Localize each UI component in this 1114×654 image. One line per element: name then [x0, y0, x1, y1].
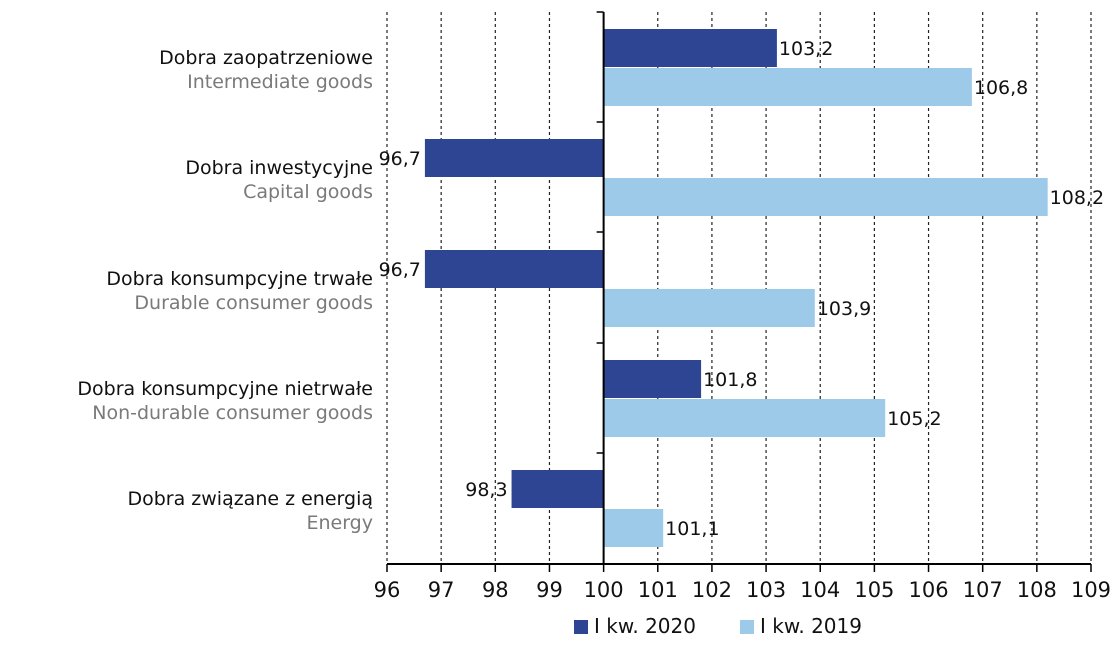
data-label: 96,7: [379, 259, 421, 281]
legend-swatch: [740, 620, 754, 634]
bar-2019: [603, 399, 886, 437]
x-tick-label: 109: [1071, 578, 1111, 602]
x-tick-label: 105: [854, 578, 894, 602]
bar-2019: [603, 68, 972, 106]
data-label: 103,2: [779, 38, 833, 60]
data-label: 105,2: [887, 408, 941, 430]
x-tick-label: 108: [1017, 578, 1057, 602]
x-tick-label: 96: [374, 578, 401, 602]
data-label: 103,9: [817, 298, 871, 320]
category-label-pl: Dobra związane z energią: [127, 488, 373, 510]
bar-2020: [603, 360, 702, 398]
category-label-en: Energy: [306, 512, 373, 534]
x-tick-label: 102: [692, 578, 732, 602]
bar-2020: [424, 250, 604, 288]
data-label: 101,1: [665, 518, 719, 540]
bar-2020: [511, 470, 604, 508]
bar-2019: [603, 509, 664, 547]
category-label-en: Durable consumer goods: [134, 292, 373, 314]
x-tick-label: 101: [638, 578, 678, 602]
x-tick-label: 104: [800, 578, 840, 602]
data-label: 108,2: [1050, 187, 1104, 209]
x-tick-label: 98: [482, 578, 509, 602]
category-label-pl: Dobra konsumpcyjne nietrwałe: [77, 378, 373, 400]
data-label: 106,8: [974, 77, 1028, 99]
x-tick-label: 107: [963, 578, 1003, 602]
x-tick-label: 100: [584, 578, 624, 602]
data-label: 101,8: [703, 369, 757, 391]
category-label-en: Intermediate goods: [187, 71, 373, 93]
x-tick-label: 99: [536, 578, 563, 602]
bar-2020: [424, 139, 604, 177]
x-tick-label: 106: [908, 578, 948, 602]
legend-swatch: [574, 620, 588, 634]
data-label: 98,3: [465, 479, 507, 501]
x-tick-label: 103: [746, 578, 786, 602]
legend-label: I kw. 2019: [760, 614, 862, 638]
category-label-en: Capital goods: [243, 181, 373, 203]
bar-2019: [603, 178, 1048, 216]
category-label-pl: Dobra inwestycyjne: [185, 157, 373, 179]
category-label-en: Non-durable consumer goods: [92, 402, 373, 424]
bar-2019: [603, 289, 815, 327]
bar-2020: [603, 29, 777, 67]
category-label-pl: Dobra konsumpcyjne trwałe: [106, 268, 373, 290]
legend-label: I kw. 2020: [594, 614, 696, 638]
category-label-pl: Dobra zaopatrzeniowe: [159, 47, 373, 69]
x-tick-label: 97: [428, 578, 455, 602]
data-label: 96,7: [379, 148, 421, 170]
